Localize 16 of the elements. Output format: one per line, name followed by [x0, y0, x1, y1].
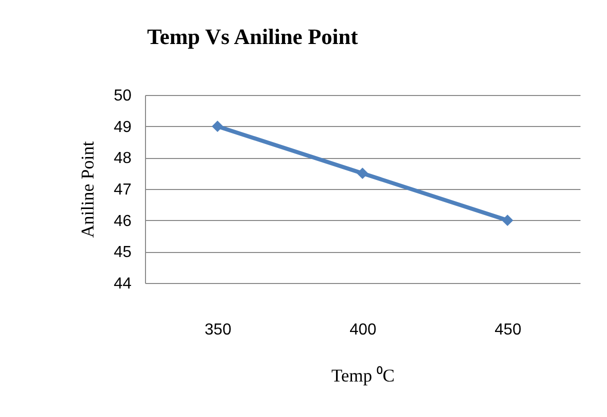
y-axis-title: Aniline Point — [78, 141, 98, 238]
point — [502, 214, 514, 226]
y-tick-label: 48 — [114, 150, 132, 168]
point — [356, 168, 368, 180]
y-tick-label: 49 — [114, 118, 132, 136]
point — [212, 120, 224, 132]
x-axis-title: Temp ⁰C — [331, 366, 395, 386]
x-tick-label: 350 — [204, 322, 232, 338]
y-tick-label: 46 — [114, 212, 132, 230]
y-tick-label: 47 — [114, 182, 132, 198]
y-tick-label: 45 — [114, 244, 132, 262]
x-tick-label: 450 — [494, 322, 522, 338]
chart-title: Temp Vs Aniline Point — [147, 24, 359, 49]
y-tick-label: 50 — [114, 88, 132, 104]
x-tick-label: 400 — [350, 322, 376, 338]
y-tick-label: 44 — [114, 276, 132, 292]
